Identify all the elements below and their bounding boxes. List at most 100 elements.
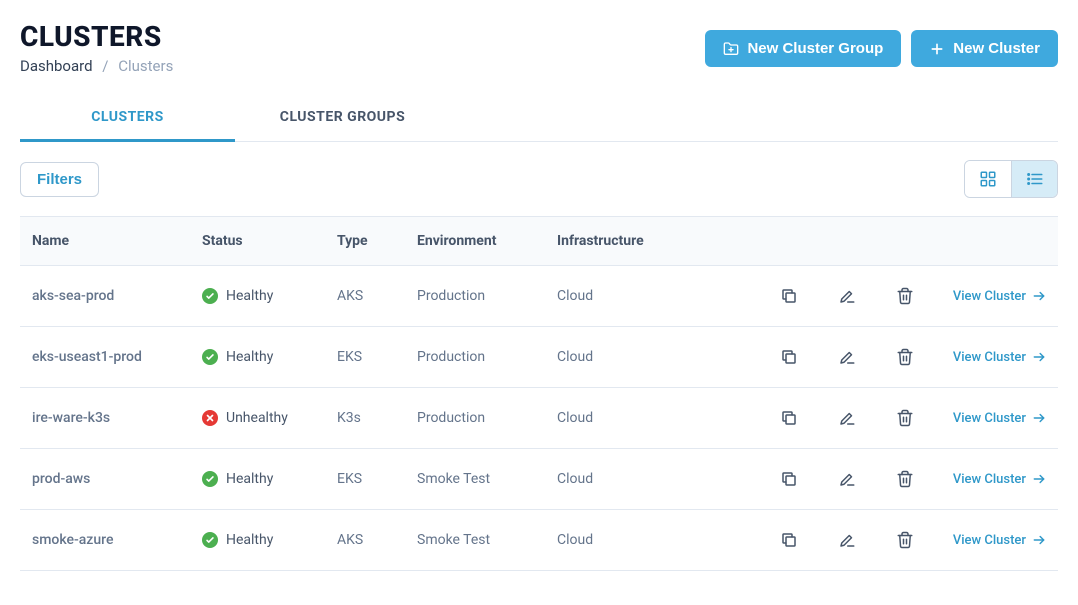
column-header-name[interactable]: Name	[20, 217, 190, 266]
cell-name: eks-useast1-prod	[20, 327, 190, 388]
grid-view-button[interactable]	[965, 161, 1011, 197]
cell-infrastructure: Cloud	[545, 388, 715, 449]
edit-icon	[838, 531, 856, 549]
table-row: eks-useast1-prod Healthy EKS Production …	[20, 327, 1058, 388]
page-title: CLUSTERS	[20, 20, 173, 53]
edit-icon	[838, 348, 856, 366]
table-row: ire-ware-k3s Unhealthy K3s Production Cl…	[20, 388, 1058, 449]
cell-infrastructure: Cloud	[545, 449, 715, 510]
status-label: Unhealthy	[226, 410, 288, 426]
view-cluster-label: View Cluster	[953, 411, 1026, 426]
breadcrumb-current: Clusters	[118, 57, 173, 75]
cell-type: AKS	[325, 266, 405, 327]
edit-button[interactable]	[837, 408, 857, 428]
breadcrumb-separator: /	[102, 57, 108, 75]
breadcrumb: Dashboard / Clusters	[20, 57, 173, 75]
status-label: Healthy	[226, 349, 273, 365]
arrow-right-icon	[1032, 472, 1046, 486]
table-row: aks-sea-prod Healthy AKS Production Clou…	[20, 266, 1058, 327]
column-header-environment[interactable]: Environment	[405, 217, 545, 266]
breadcrumb-parent[interactable]: Dashboard	[20, 57, 93, 75]
copy-icon	[780, 470, 798, 488]
edit-icon	[838, 470, 856, 488]
tab-label: CLUSTERS	[91, 109, 164, 125]
trash-icon	[896, 348, 914, 366]
copy-icon	[780, 409, 798, 427]
arrow-right-icon	[1032, 411, 1046, 425]
view-cluster-link[interactable]: View Cluster	[953, 411, 1046, 426]
view-cluster-label: View Cluster	[953, 289, 1026, 304]
page-header: CLUSTERS Dashboard / Clusters New Cluste…	[20, 20, 1058, 75]
view-cluster-link[interactable]: View Cluster	[953, 472, 1046, 487]
view-cluster-label: View Cluster	[953, 533, 1026, 548]
new-cluster-label: New Cluster	[953, 40, 1040, 57]
cell-name: smoke-azure	[20, 510, 190, 571]
tab-cluster-groups[interactable]: CLUSTER GROUPS	[235, 95, 450, 141]
cell-infrastructure: Cloud	[545, 327, 715, 388]
new-cluster-group-button[interactable]: New Cluster Group	[705, 30, 901, 67]
status-label: Healthy	[226, 532, 273, 548]
status-icon	[202, 410, 218, 426]
table-header-row: Name Status Type Environment Infrastruct…	[20, 217, 1058, 266]
filters-label: Filters	[37, 171, 82, 188]
edit-button[interactable]	[837, 530, 857, 550]
column-header-status[interactable]: Status	[190, 217, 325, 266]
column-header-infrastructure[interactable]: Infrastructure	[545, 217, 715, 266]
delete-button[interactable]	[895, 408, 915, 428]
status-label: Healthy	[226, 471, 273, 487]
status-icon	[202, 471, 218, 487]
delete-button[interactable]	[895, 530, 915, 550]
cell-infrastructure: Cloud	[545, 510, 715, 571]
cell-actions: View Cluster	[715, 266, 1058, 327]
copy-button[interactable]	[779, 286, 799, 306]
tabs: CLUSTERS CLUSTER GROUPS	[20, 95, 1058, 142]
new-cluster-button[interactable]: New Cluster	[911, 30, 1058, 67]
cell-actions: View Cluster	[715, 510, 1058, 571]
status-icon	[202, 349, 218, 365]
view-cluster-label: View Cluster	[953, 472, 1026, 487]
trash-icon	[896, 409, 914, 427]
copy-button[interactable]	[779, 469, 799, 489]
delete-button[interactable]	[895, 347, 915, 367]
arrow-right-icon	[1032, 289, 1046, 303]
grid-icon	[979, 170, 997, 188]
status-icon	[202, 288, 218, 304]
tab-label: CLUSTER GROUPS	[280, 109, 405, 125]
copy-button[interactable]	[779, 408, 799, 428]
table-row: smoke-azure Healthy AKS Smoke Test Cloud	[20, 510, 1058, 571]
delete-button[interactable]	[895, 469, 915, 489]
cell-environment: Smoke Test	[405, 449, 545, 510]
edit-icon	[838, 409, 856, 427]
column-header-type[interactable]: Type	[325, 217, 405, 266]
view-cluster-link[interactable]: View Cluster	[953, 533, 1046, 548]
tab-clusters[interactable]: CLUSTERS	[20, 95, 235, 142]
cell-type: EKS	[325, 327, 405, 388]
status-icon	[202, 532, 218, 548]
toolbar: Filters	[20, 160, 1058, 198]
column-header-actions	[715, 217, 1058, 266]
view-cluster-link[interactable]: View Cluster	[953, 350, 1046, 365]
cell-environment: Smoke Test	[405, 510, 545, 571]
filters-button[interactable]: Filters	[20, 162, 99, 197]
list-view-button[interactable]	[1011, 161, 1057, 197]
copy-button[interactable]	[779, 347, 799, 367]
plus-icon	[929, 41, 945, 57]
cell-environment: Production	[405, 327, 545, 388]
edit-button[interactable]	[837, 347, 857, 367]
list-icon	[1026, 170, 1044, 188]
view-cluster-link[interactable]: View Cluster	[953, 289, 1046, 304]
folder-plus-icon	[723, 41, 739, 57]
view-toggle	[964, 160, 1058, 198]
copy-button[interactable]	[779, 530, 799, 550]
copy-icon	[780, 287, 798, 305]
trash-icon	[896, 287, 914, 305]
cell-status: Healthy	[190, 327, 325, 388]
edit-button[interactable]	[837, 469, 857, 489]
cell-environment: Production	[405, 266, 545, 327]
edit-button[interactable]	[837, 286, 857, 306]
table-row: prod-aws Healthy EKS Smoke Test Cloud	[20, 449, 1058, 510]
header-actions: New Cluster Group New Cluster	[705, 30, 1058, 67]
delete-button[interactable]	[895, 286, 915, 306]
arrow-right-icon	[1032, 350, 1046, 364]
cell-status: Healthy	[190, 510, 325, 571]
